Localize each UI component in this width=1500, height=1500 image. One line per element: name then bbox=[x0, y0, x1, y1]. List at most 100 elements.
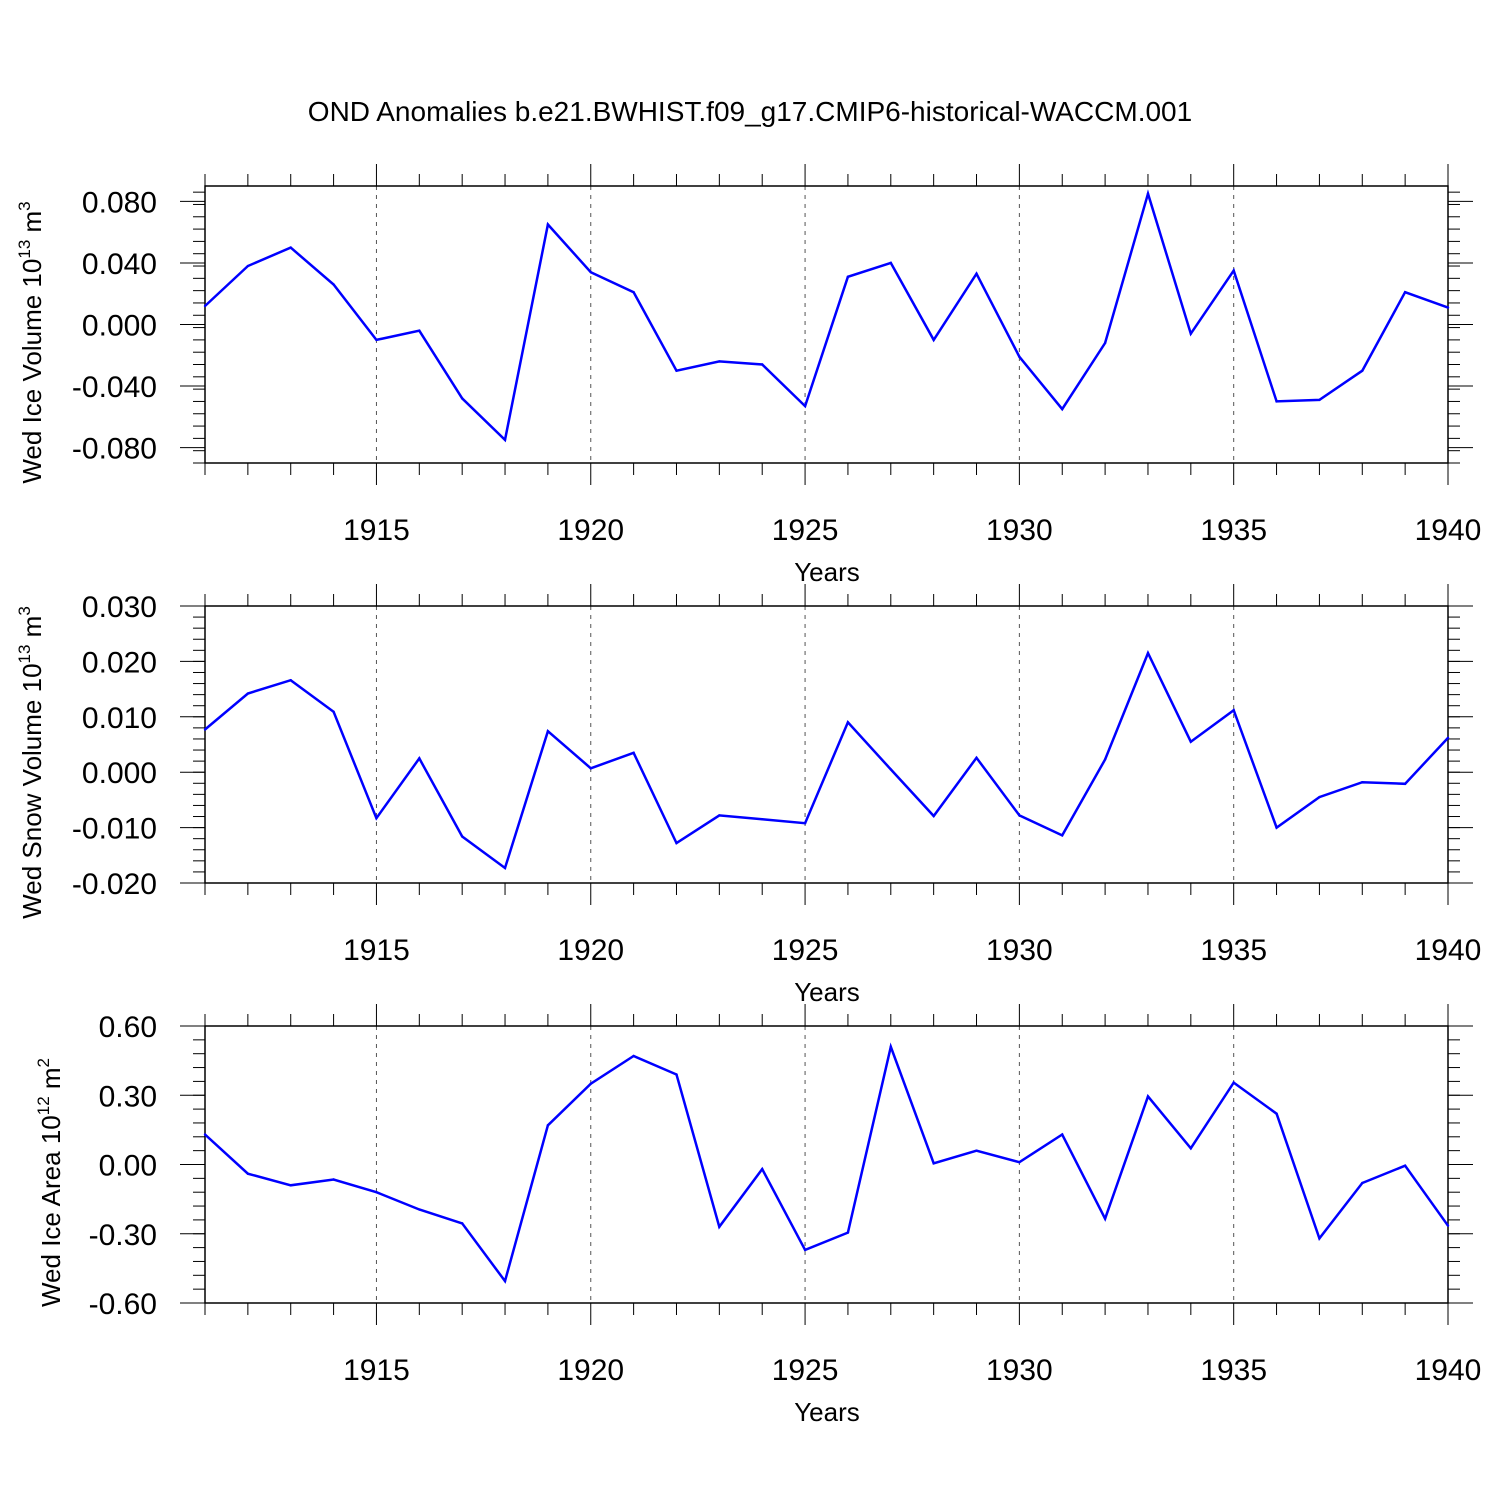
x-tick-label: 1920 bbox=[557, 1354, 624, 1387]
data-point bbox=[418, 329, 421, 332]
y-axis-label: Wed Snow Volume 1013 m3 bbox=[15, 606, 47, 919]
data-point bbox=[1103, 341, 1107, 345]
data-point bbox=[1061, 407, 1064, 411]
data-point bbox=[1189, 332, 1193, 335]
data-point bbox=[375, 1191, 378, 1194]
data-point bbox=[546, 730, 550, 733]
series-line bbox=[204, 650, 1449, 871]
y-axis-label: Wed Ice Area 1012 m2 bbox=[34, 1058, 66, 1307]
data-point bbox=[546, 223, 550, 226]
data-point bbox=[1146, 192, 1150, 195]
data-point bbox=[1403, 782, 1407, 786]
x-axis-label: Years bbox=[794, 977, 860, 1007]
panel-snow-volume: -0.020 -0.010 0.000 0.010 0.020 0.030 1915 1920… bbox=[15, 584, 1481, 1007]
data-point bbox=[632, 751, 635, 755]
data-point bbox=[1361, 1181, 1364, 1185]
data-point bbox=[675, 1073, 678, 1076]
data-point bbox=[1103, 758, 1107, 761]
data-point bbox=[1318, 398, 1321, 402]
y-tick-label: 0.020 bbox=[82, 646, 157, 679]
data-point bbox=[846, 1231, 850, 1234]
data-point bbox=[289, 679, 292, 682]
data-point bbox=[289, 246, 292, 249]
data-point bbox=[246, 692, 250, 695]
data-point bbox=[803, 404, 807, 408]
data-point bbox=[460, 397, 464, 400]
data-point bbox=[932, 814, 935, 818]
y-tick-label: -0.020 bbox=[72, 868, 157, 901]
x-tick-label: 1940 bbox=[1415, 514, 1482, 547]
data-point bbox=[589, 270, 592, 274]
data-point bbox=[1103, 1217, 1107, 1220]
data-point bbox=[375, 338, 378, 342]
chart-title: OND Anomalies b.e21.BWHIST.f09_g17.CMIP6… bbox=[307, 96, 1193, 127]
data-point bbox=[589, 767, 592, 770]
x-tick-label: 1940 bbox=[1415, 934, 1482, 967]
data-point bbox=[460, 1222, 464, 1225]
data-point bbox=[203, 304, 207, 308]
data-point bbox=[503, 1279, 507, 1283]
data-point bbox=[1232, 708, 1235, 712]
y-tick-label: 0.030 bbox=[82, 591, 157, 624]
data-point bbox=[203, 1133, 207, 1136]
data-point bbox=[246, 264, 250, 268]
y-axis-label: Wed Ice Volume 1013 m3 bbox=[15, 201, 47, 483]
x-tick-label: 1940 bbox=[1415, 1354, 1482, 1387]
data-point bbox=[718, 1225, 721, 1229]
data-point bbox=[1275, 1112, 1278, 1115]
series-line bbox=[204, 189, 1449, 443]
data-point bbox=[975, 1149, 978, 1152]
data-point bbox=[889, 1045, 892, 1048]
x-tick-label: 1930 bbox=[986, 1354, 1053, 1387]
y-tick-label: -0.30 bbox=[89, 1219, 157, 1252]
x-tick-label: 1930 bbox=[986, 514, 1053, 547]
x-tick-label: 1920 bbox=[557, 514, 624, 547]
data-point bbox=[889, 261, 892, 265]
y-tick-label: -0.60 bbox=[89, 1288, 157, 1321]
data-point bbox=[1061, 834, 1064, 837]
data-point bbox=[332, 283, 335, 286]
series-line bbox=[204, 1042, 1450, 1284]
data-point bbox=[418, 757, 421, 760]
data-point bbox=[718, 814, 721, 817]
data-point bbox=[418, 1208, 421, 1211]
data-point bbox=[246, 1172, 250, 1175]
x-tick-label: 1935 bbox=[1200, 1354, 1267, 1387]
data-point bbox=[932, 338, 935, 342]
data-point bbox=[1403, 290, 1407, 294]
data-point bbox=[460, 835, 464, 838]
data-point bbox=[1446, 306, 1450, 309]
x-axis-label: Years bbox=[794, 557, 860, 587]
y-tick-label: 0.010 bbox=[82, 702, 157, 735]
data-point bbox=[803, 821, 807, 825]
data-point bbox=[1361, 780, 1364, 784]
data-point bbox=[675, 841, 678, 845]
data-point bbox=[675, 369, 678, 372]
data-point bbox=[1318, 795, 1321, 799]
y-tick-label: 0.30 bbox=[99, 1080, 157, 1113]
x-axis-label: Years bbox=[794, 1397, 860, 1427]
data-point bbox=[1318, 1237, 1321, 1240]
data-point bbox=[803, 1248, 807, 1252]
x-tick-label: 1935 bbox=[1200, 934, 1267, 967]
data-point bbox=[761, 818, 764, 821]
data-point bbox=[1018, 814, 1021, 817]
x-tick-label: 1925 bbox=[772, 1354, 839, 1387]
y-tick-label: -0.080 bbox=[72, 433, 157, 466]
data-point bbox=[332, 1178, 335, 1181]
y-tick-label: 0.000 bbox=[82, 757, 157, 790]
data-point bbox=[1232, 269, 1235, 272]
x-tick-label: 1935 bbox=[1200, 514, 1267, 547]
data-point bbox=[1146, 651, 1150, 655]
data-point bbox=[1146, 1095, 1150, 1098]
x-tick-label: 1915 bbox=[343, 514, 410, 547]
data-point bbox=[1189, 740, 1193, 743]
data-point bbox=[1403, 1164, 1407, 1167]
y-tick-label: -0.010 bbox=[72, 813, 157, 846]
y-tick-label: 0.080 bbox=[82, 186, 157, 219]
data-point bbox=[589, 1082, 592, 1085]
data-point bbox=[932, 1162, 935, 1165]
data-point bbox=[503, 866, 507, 870]
data-point bbox=[761, 1167, 764, 1171]
